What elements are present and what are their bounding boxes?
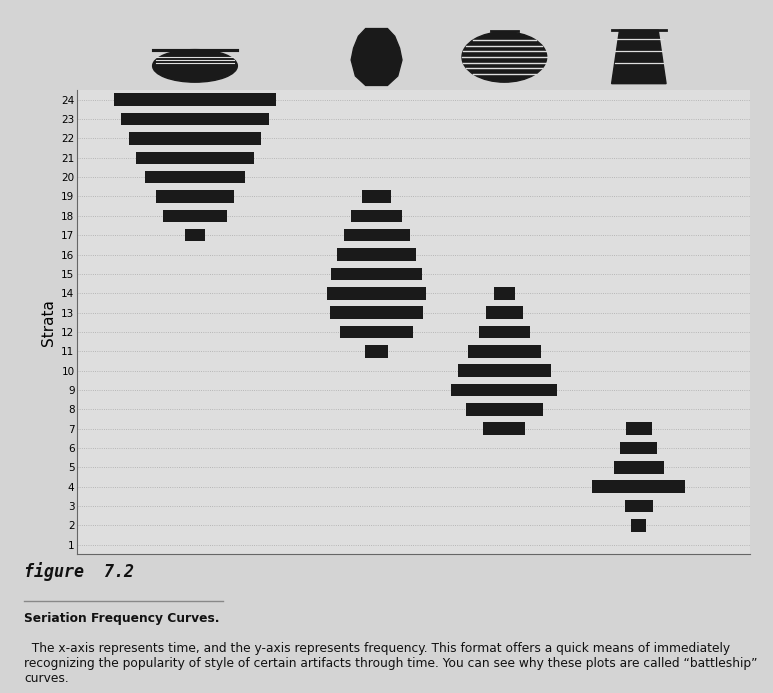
Ellipse shape bbox=[152, 50, 237, 82]
Bar bbox=[451, 384, 557, 396]
Y-axis label: Strata: Strata bbox=[41, 299, 56, 346]
Bar bbox=[136, 152, 254, 164]
Bar bbox=[163, 209, 227, 222]
Bar bbox=[344, 229, 410, 241]
Bar bbox=[483, 422, 525, 435]
Bar bbox=[340, 326, 413, 338]
Text: Seriation Frequency Curves.: Seriation Frequency Curves. bbox=[25, 612, 220, 625]
Bar bbox=[365, 345, 388, 358]
Bar bbox=[626, 422, 652, 435]
Bar bbox=[614, 461, 664, 473]
Bar bbox=[352, 209, 402, 222]
Bar bbox=[145, 171, 245, 184]
Bar bbox=[121, 113, 269, 125]
Bar bbox=[330, 306, 423, 319]
Bar bbox=[337, 248, 416, 261]
Bar bbox=[479, 326, 530, 338]
Bar bbox=[625, 500, 653, 512]
Text: The x-axis represents time, and the y-axis represents frequency. This format off: The x-axis represents time, and the y-ax… bbox=[25, 642, 758, 685]
Bar bbox=[185, 229, 205, 241]
Bar bbox=[468, 345, 540, 358]
Bar bbox=[114, 94, 276, 106]
Bar bbox=[327, 287, 427, 299]
Bar bbox=[156, 190, 233, 203]
Bar bbox=[129, 132, 261, 145]
Ellipse shape bbox=[462, 32, 547, 82]
Bar bbox=[465, 403, 543, 416]
Polygon shape bbox=[351, 28, 402, 85]
Bar bbox=[331, 267, 422, 280]
Text: figure  7.2: figure 7.2 bbox=[25, 562, 135, 581]
Bar bbox=[632, 519, 646, 532]
Bar bbox=[363, 190, 390, 203]
Bar bbox=[458, 365, 550, 377]
Bar bbox=[592, 480, 685, 493]
Bar bbox=[486, 306, 523, 319]
Polygon shape bbox=[611, 30, 666, 84]
Bar bbox=[621, 441, 657, 455]
Bar bbox=[494, 287, 515, 299]
